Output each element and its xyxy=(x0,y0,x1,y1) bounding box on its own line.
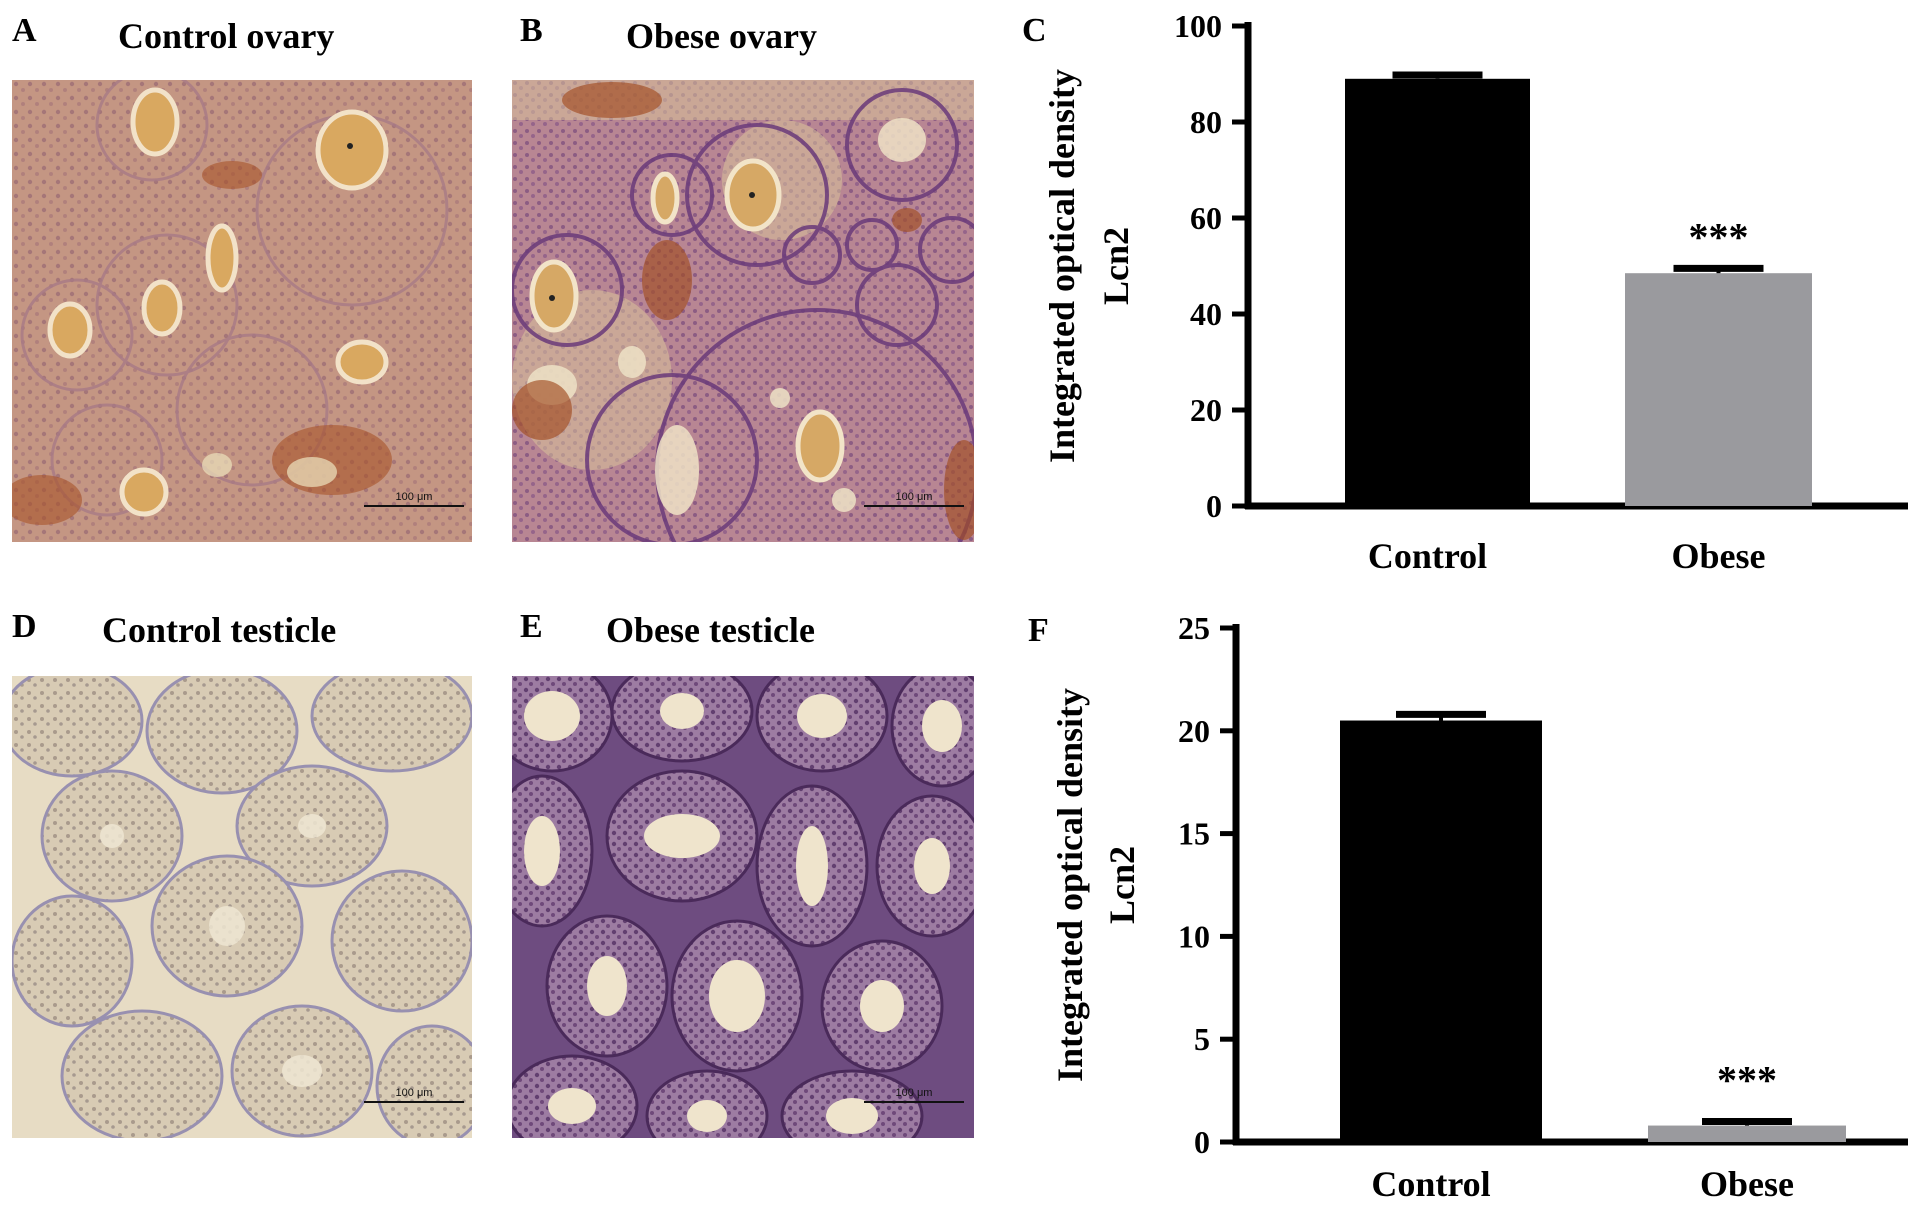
micrograph-control-ovary: 100 μm xyxy=(12,80,472,542)
y-axis-label-2-c: Lcn2 xyxy=(1096,227,1136,305)
bar-c-obese xyxy=(1625,273,1812,506)
micrograph-obese-ovary: 100 μm xyxy=(512,80,974,542)
x-tick-label-c-control: Control xyxy=(1368,536,1487,576)
x-tick-label-c-obese: Obese xyxy=(1672,536,1766,576)
y-tick-label-f: 10 xyxy=(1178,918,1210,954)
panel-title-control-testicle: Control testicle xyxy=(102,610,337,650)
micrograph-obese-testicle: 100 μm xyxy=(512,676,974,1138)
y-axis-label-f: Integrated optical density xyxy=(1050,688,1090,1082)
y-axis-label-2-f: Lcn2 xyxy=(1102,846,1142,924)
y-tick-label-f: 15 xyxy=(1178,816,1210,852)
x-tick-label-f-obese: Obese xyxy=(1700,1164,1794,1204)
panel-letter-d: D xyxy=(12,608,37,645)
y-tick-label-c: 40 xyxy=(1190,296,1222,332)
scale-bar-label-a: 100 μm xyxy=(396,491,433,503)
panel-title-obese-ovary: Obese ovary xyxy=(626,16,817,56)
panel-letter-c: C xyxy=(1022,12,1047,49)
y-tick-label-c: 0 xyxy=(1206,488,1222,524)
bar-f-control xyxy=(1340,720,1542,1142)
y-tick-label-c: 100 xyxy=(1174,8,1222,44)
micrograph-control-testicle: 100 μm xyxy=(12,676,472,1138)
y-tick-label-c: 20 xyxy=(1190,392,1222,428)
y-tick-label-c: 80 xyxy=(1190,104,1222,140)
y-tick-label-f: 0 xyxy=(1194,1124,1210,1160)
significance-annotation-c: *** xyxy=(1689,214,1749,259)
panel-title-control-ovary: Control ovary xyxy=(118,16,335,56)
bar-f-obese xyxy=(1648,1125,1846,1142)
y-axis-label-c: Integrated optical density xyxy=(1042,69,1082,463)
panel-letter-e: E xyxy=(520,608,543,645)
scale-bar-label-d: 100 μm xyxy=(396,1087,433,1099)
panel-letter-a: A xyxy=(12,12,37,49)
scale-bar-label-b: 100 μm xyxy=(896,491,933,503)
panel-title-obese-testicle: Obese testicle xyxy=(606,610,815,650)
significance-annotation-f: *** xyxy=(1717,1057,1777,1102)
x-tick-label-f-control: Control xyxy=(1371,1164,1490,1204)
panel-letter-b: B xyxy=(520,12,543,49)
y-tick-label-f: 25 xyxy=(1178,610,1210,646)
y-tick-label-f: 5 xyxy=(1194,1021,1210,1057)
bar-c-control xyxy=(1345,78,1530,507)
y-tick-label-f: 20 xyxy=(1178,713,1210,749)
panel-letter-f: F xyxy=(1028,612,1049,649)
y-tick-label-c: 60 xyxy=(1190,200,1222,236)
scale-bar-label-e: 100 μm xyxy=(896,1087,933,1099)
